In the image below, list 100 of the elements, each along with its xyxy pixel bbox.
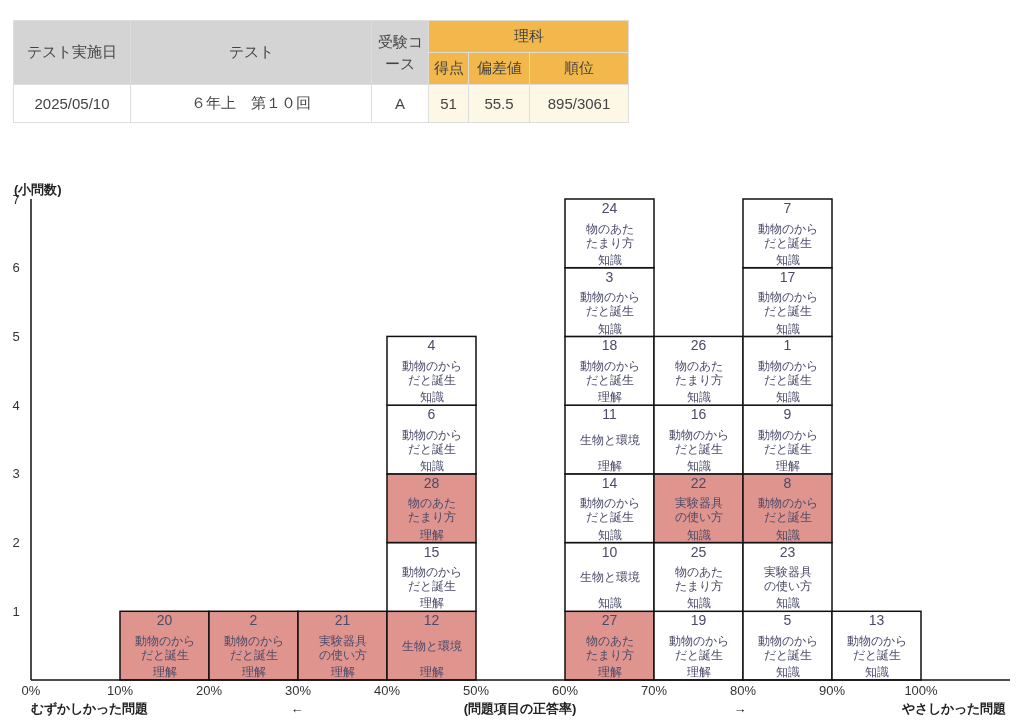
annotation: 物のあたたまり方: [585, 633, 634, 662]
annotation: 知識: [775, 252, 800, 267]
annotation: 8: [783, 474, 792, 491]
annotation: 25: [690, 543, 707, 560]
x-axis-title: (問題項目の正答率): [463, 701, 577, 716]
x-tick-label: 10%: [106, 683, 134, 698]
annotation: 知識: [864, 665, 889, 680]
annotation: 12: [423, 612, 440, 629]
annotation: 3: [605, 268, 614, 285]
text: やさしかった問題: [901, 701, 1006, 716]
annotation: 動物のからだと誕生: [846, 633, 907, 662]
annotation: 生物と環境: [579, 432, 640, 447]
annotation: 理解: [419, 527, 444, 542]
text: 得点: [428, 52, 469, 85]
x-tick-label: 70%: [640, 683, 668, 698]
annotation: 動物のからだと誕生: [757, 427, 818, 456]
annotation: 知識: [775, 665, 800, 680]
text: 理科: [428, 20, 629, 53]
annotation: 実験器具の使い方: [674, 496, 723, 525]
annotation: 23: [779, 543, 796, 560]
annotation: 動物のからだと誕生: [401, 427, 462, 456]
annotation: 知識: [686, 390, 711, 405]
annotation: 21: [334, 612, 351, 629]
annotation: 知識: [419, 459, 444, 474]
text: 偏差値: [468, 52, 530, 85]
annotation: 知識: [419, 390, 444, 405]
annotation: 知識: [775, 321, 800, 336]
annotation: 知識: [597, 527, 622, 542]
x-tick-label: 50%: [462, 683, 490, 698]
text: 2025/05/10: [13, 84, 131, 123]
annotation: 2: [249, 612, 258, 629]
text: ６年上 第１０回: [130, 84, 372, 123]
annotation: 27: [601, 612, 618, 629]
annotation: 28: [423, 474, 440, 491]
x-tick-label: 30%: [284, 683, 312, 698]
annotation: 知識: [597, 596, 622, 611]
annotation: 11: [602, 406, 617, 423]
x-tick-label: 40%: [373, 683, 401, 698]
text: テスト: [130, 20, 372, 85]
x-tick-label: 80%: [729, 683, 757, 698]
annotation: 10: [601, 543, 618, 560]
annotation: 動物のからだと誕生: [134, 633, 195, 662]
annotation: 知識: [775, 390, 800, 405]
annotation: 5: [783, 612, 792, 629]
annotation: 9: [783, 406, 792, 423]
x-tick-label: 20%: [195, 683, 223, 698]
annotation: 動物のからだと誕生: [579, 358, 640, 387]
annotation: 19: [690, 612, 707, 629]
text: 55.5: [468, 84, 530, 123]
y-tick-label: 6: [12, 260, 20, 276]
annotation: 動物のからだと誕生: [757, 290, 818, 319]
text: 51: [428, 84, 469, 123]
annotation: 知識: [597, 252, 622, 267]
annotation: 物のあたたまり方: [407, 496, 456, 525]
annotation: 動物のからだと誕生: [668, 427, 729, 456]
annotation: 17: [779, 268, 796, 285]
annotation: 動物のからだと誕生: [223, 633, 284, 662]
text: ←: [290, 701, 304, 716]
annotation: 26: [690, 337, 707, 354]
y-tick-label: 5: [12, 328, 20, 344]
annotation: 知識: [686, 459, 711, 474]
annotation: 7: [783, 200, 792, 216]
x-tick-label: 90%: [818, 683, 846, 698]
annotation: 動物のからだと誕生: [401, 358, 462, 387]
annotation: 理解: [775, 459, 800, 474]
x-tick-label: 60%: [551, 683, 579, 698]
annotation: 実験器具の使い方: [763, 565, 812, 594]
annotation: 理解: [419, 665, 444, 680]
annotation: 実験器具の使い方: [318, 633, 367, 662]
annotation: 4: [427, 337, 436, 354]
annotation: 理解: [686, 665, 711, 680]
annotation: 16: [690, 406, 707, 423]
annotation: 18: [601, 337, 618, 354]
annotation: 動物のからだと誕生: [401, 565, 462, 594]
annotation: 理解: [597, 459, 622, 474]
annotation: 動物のからだと誕生: [757, 633, 818, 662]
annotation: 動物のからだと誕生: [579, 496, 640, 525]
annotation: 動物のからだと誕生: [757, 221, 818, 250]
annotation: 20: [156, 612, 173, 629]
annotation: 物のあたたまり方: [674, 565, 723, 594]
annotation: 理解: [241, 665, 266, 680]
annotation: 14: [601, 474, 618, 491]
annotation: 物のあたたまり方: [674, 358, 723, 387]
annotation: 理解: [597, 390, 622, 405]
annotation: 6: [427, 406, 436, 423]
annotation: 13: [868, 612, 885, 629]
annotation: 24: [601, 200, 618, 216]
text: A: [371, 84, 429, 123]
annotation: 理解: [419, 596, 444, 611]
annotation: 理解: [597, 665, 622, 680]
text: むずかしかった問題: [31, 701, 148, 716]
annotation: 動物のからだと誕生: [757, 496, 818, 525]
text: 895/3061: [529, 84, 629, 123]
annotation: 知識: [686, 527, 711, 542]
y-tick-label: 1: [12, 603, 20, 619]
x-tick-label: 0%: [21, 683, 41, 698]
annotation: 理解: [152, 665, 177, 680]
x-tick-label: 100%: [904, 683, 939, 698]
annotation: 理解: [330, 665, 355, 680]
annotation: 動物のからだと誕生: [579, 290, 640, 319]
